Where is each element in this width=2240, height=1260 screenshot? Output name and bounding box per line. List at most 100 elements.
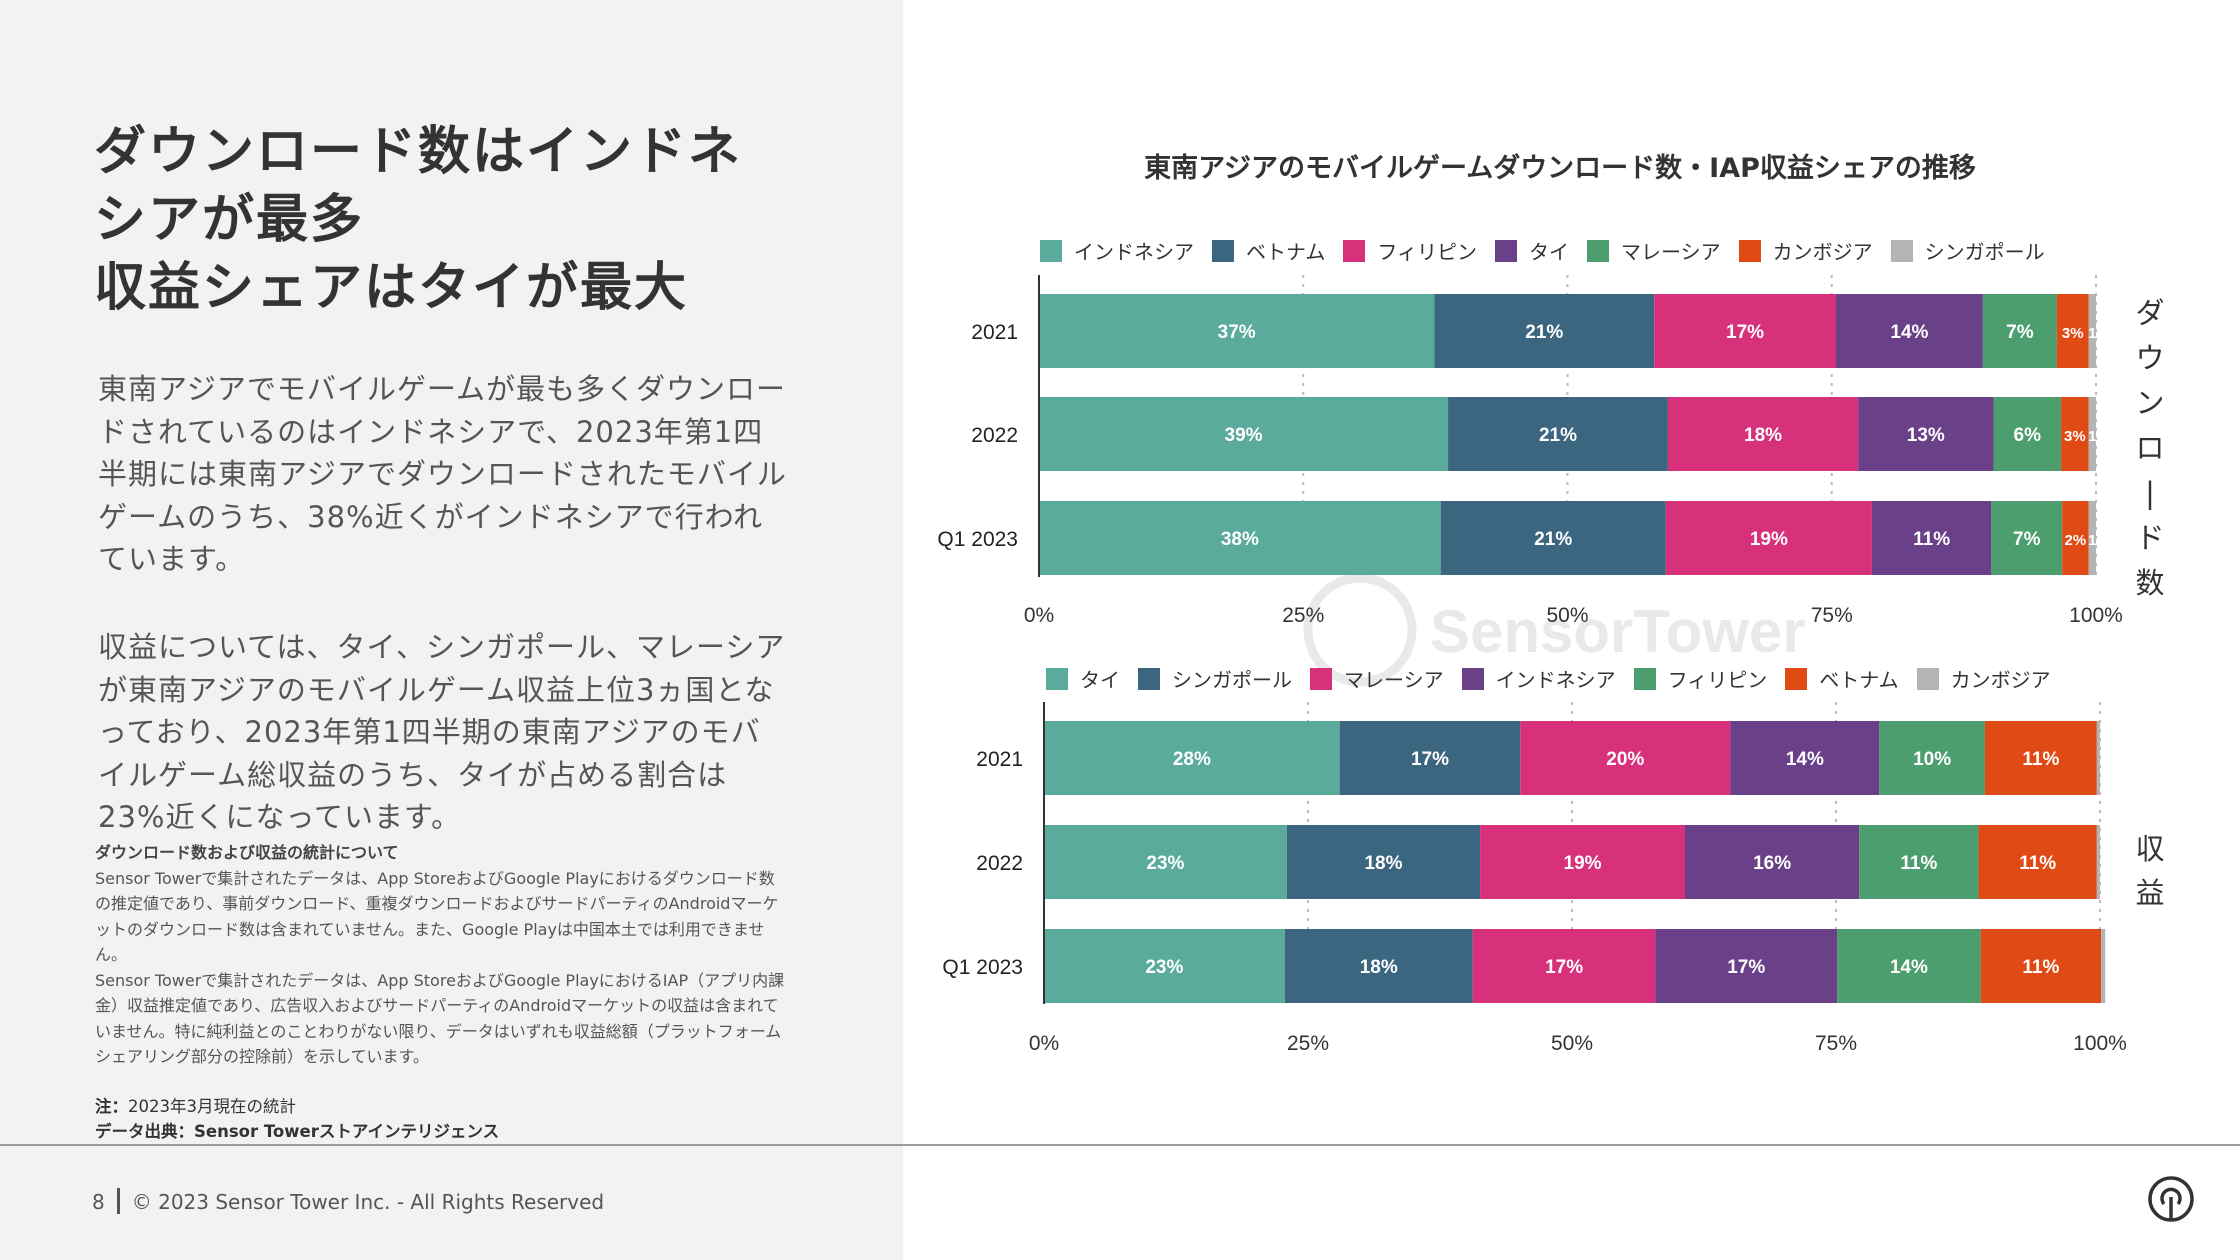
data-label: 3% (2064, 428, 2086, 445)
category-label: 2021 (971, 321, 1018, 344)
source-label: データ出典： (95, 1122, 194, 1141)
bar-segment (1665, 501, 1872, 575)
legend-label: カンボジア (1950, 668, 2051, 692)
legend-swatch (1046, 667, 1068, 690)
bar-segment (1978, 825, 2097, 899)
side-label-char: ダ (2135, 296, 2165, 330)
category-label: 2021 (976, 748, 1023, 771)
side-label-char: ロ (2135, 431, 2165, 465)
bar-segment (1980, 929, 2102, 1003)
bar-segment (1339, 721, 1521, 795)
data-label: 16% (1753, 853, 1791, 874)
legend-label: インドネシア (1495, 668, 1616, 692)
bar-segment (2056, 294, 2089, 368)
bar-segment (1982, 294, 2057, 368)
bar-segment (1434, 294, 1655, 368)
x-tick-label: 75% (1815, 1032, 1857, 1055)
data-label: 6% (2014, 425, 2042, 446)
category-label: Q1 2023 (942, 956, 1023, 979)
bar-segment (2101, 929, 2106, 1003)
legend-item: ベトナム (1212, 236, 1325, 265)
data-label: 11% (2022, 749, 2059, 770)
notes-revenue: Sensor Towerで集計されたデータは、App StoreおよびGoogl… (95, 970, 785, 1067)
legend-item: インドネシア (1461, 664, 1616, 693)
bar-segment (2088, 501, 2096, 575)
data-label: 14% (1890, 322, 1928, 343)
bar-segment (1859, 825, 1979, 899)
data-label: 7% (2006, 322, 2034, 343)
legend-label: タイ (1529, 240, 1570, 264)
legend-swatch (1738, 239, 1761, 262)
data-label: 1 (2088, 532, 2096, 549)
data-label: 17% (1727, 957, 1765, 978)
legend-item: カンボジア (1916, 664, 2051, 693)
legend-revenue: タイ シンガポール マレーシア インドネシア フィリピン ベトナム カンボジア (1046, 664, 2069, 693)
bar-segment (1655, 929, 1838, 1003)
side-label-char: 収 (2135, 832, 2165, 866)
data-label: 17% (1411, 749, 1449, 770)
bar-segment (1039, 501, 1441, 575)
bar-segment (2096, 721, 2100, 795)
category-label: 2022 (976, 852, 1023, 875)
bar-segment (2088, 397, 2096, 471)
category-label: Q1 2023 (937, 528, 1018, 551)
bar-segment (2061, 397, 2089, 471)
legend-item: タイ (1495, 236, 1569, 265)
side-label-char: ド (2135, 521, 2165, 555)
page-headline: ダウンロード数はインドネ シアが最多 収益シェアはタイが最大 (94, 122, 743, 318)
legend-label: タイ (1080, 668, 1120, 692)
x-tick-label: 0% (1024, 604, 1054, 627)
data-label: 1 (2088, 428, 2096, 445)
legend-swatch (1890, 239, 1913, 262)
side-label-char: ン (2135, 386, 2165, 420)
bar-segment (1448, 397, 1668, 471)
legend-downloads: インドネシア ベトナム フィリピン タイ マレーシア カンボジア シンガポール (1040, 236, 2063, 265)
bar-segment (1879, 721, 1985, 795)
source-text: Sensor Towerストアインテリジェンス (194, 1122, 500, 1141)
legend-item: ベトナム (1785, 664, 1899, 693)
bar-segment (1044, 721, 1340, 795)
copyright: © 2023 Sensor Tower Inc. - All Rights Re… (131, 1190, 605, 1214)
bar-segment (1286, 825, 1481, 899)
legend-swatch (1310, 667, 1332, 690)
data-label: 23% (1146, 853, 1184, 874)
bar-segment (1284, 929, 1473, 1003)
data-label: 2% (2065, 532, 2087, 549)
legend-item: シンガポール (1138, 664, 1292, 693)
legend-item: フィリピン (1343, 236, 1477, 265)
bar-segment (1039, 294, 1435, 368)
data-label: 18% (1364, 853, 1402, 874)
legend-label: フィリピン (1377, 240, 1478, 264)
data-label: 23% (1145, 957, 1183, 978)
legend-item: シンガポール (1890, 236, 2045, 265)
notes-downloads: Sensor Towerで集計されたデータは、App StoreおよびGoogl… (95, 868, 779, 965)
chart-title: 東南アジアのモバイルゲームダウンロード数・IAP収益シェアの推移 (1144, 153, 1976, 184)
side-label-downloads: ダウンロ | ド数 (2130, 292, 2170, 607)
data-label: 1 (2088, 325, 2096, 342)
data-label: 20% (1606, 749, 1644, 770)
legend-item: マレーシア (1310, 664, 1444, 693)
bar-segment (1993, 397, 2062, 471)
legend-item: タイ (1046, 664, 1120, 693)
footer-divider (0, 1144, 2240, 1146)
source-block: 注：2023年3月現在の統計 データ出典：Sensor Towerストアインテリ… (95, 1094, 499, 1144)
bar-segment (1654, 294, 1836, 368)
data-label: 11% (1900, 853, 1937, 874)
watermark-icon (1303, 573, 1417, 687)
bar-segment (1837, 929, 1981, 1003)
x-tick-label: 100% (2073, 1032, 2127, 1055)
legend-label: ベトナム (1819, 668, 1899, 692)
bar-segment (2062, 501, 2089, 575)
bar-segment (2096, 825, 2100, 899)
watermark-text: SensorTower (1430, 598, 1806, 665)
paragraph-downloads: 東南アジアでモバイルゲームが最も多くダウンロードされているのはインドネシアで、2… (98, 372, 787, 576)
bar-segment (1472, 929, 1656, 1003)
legend-swatch (1343, 239, 1366, 262)
data-label: 38% (1221, 529, 1259, 550)
data-label: 21% (1534, 529, 1572, 550)
data-label: 19% (1564, 853, 1602, 874)
legend-swatch (1587, 239, 1610, 262)
bar-segment (1520, 721, 1731, 795)
x-tick-label: 25% (1287, 1032, 1329, 1055)
